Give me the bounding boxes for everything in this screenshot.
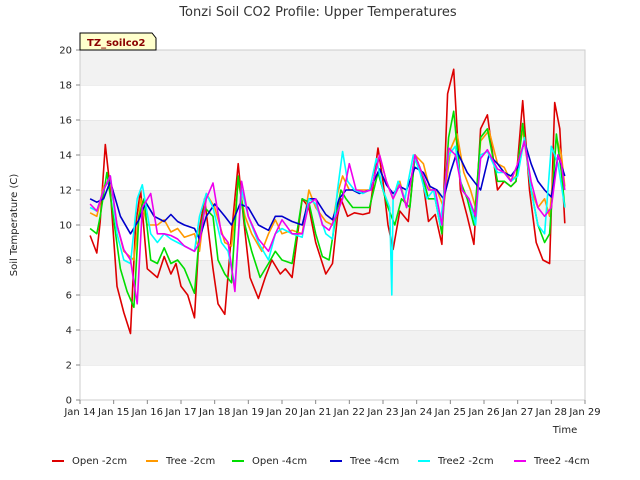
- x-tick-label: Jan 21: [299, 407, 331, 418]
- legend-label: Tree2 -2cm: [437, 456, 494, 467]
- grid-band: [80, 260, 585, 295]
- grid-band: [80, 365, 585, 400]
- y-axis: 0 2 4 6 8 10 12 14 16 18 20: [59, 46, 80, 407]
- y-tick-label: 0: [66, 396, 72, 407]
- x-tick-label: Jan 19: [232, 407, 264, 418]
- grid-band: [80, 295, 585, 330]
- y-tick-label: 10: [59, 221, 72, 232]
- x-tick-label: Jan 28: [535, 407, 567, 418]
- x-tick-label: Jan 20: [265, 407, 297, 418]
- y-tick-label: 6: [66, 291, 72, 302]
- legend-label: Tree2 -4cm: [533, 456, 590, 467]
- x-axis-title: Time: [552, 425, 577, 436]
- legend-label: Open -2cm: [72, 456, 127, 467]
- x-tick-label: Jan 27: [501, 407, 533, 418]
- series-line-open-2cm: [89, 68, 566, 335]
- legend-label: Tree -2cm: [165, 456, 215, 467]
- grid-band: [80, 50, 585, 85]
- y-tick-label: 18: [59, 81, 72, 92]
- y-tick-label: 12: [59, 186, 72, 197]
- x-axis: Jan 14 Jan 15 Jan 16 Jan 17 Jan 18 Jan 19 Jan …: [63, 400, 601, 418]
- dataset-badge: TZ_soilco2: [79, 32, 157, 51]
- x-tick-label: Jan 26: [467, 407, 499, 418]
- x-tick-label: Jan 29: [568, 407, 600, 418]
- legend-label: Open -4cm: [252, 456, 307, 467]
- dataset-badge-label: TZ_soilco2: [87, 38, 146, 49]
- x-tick-label: Jan 16: [131, 407, 163, 418]
- x-tick-label: Jan 18: [198, 407, 230, 418]
- grid-band: [80, 85, 585, 120]
- legend: Open -2cm Tree -2cm Open -4cm Tree -4cm Tree…: [52, 456, 590, 467]
- x-tick-label: Jan 23: [366, 407, 398, 418]
- x-tick-label: Jan 17: [164, 407, 196, 418]
- y-tick-label: 14: [59, 151, 72, 162]
- x-tick-label: Jan 14: [63, 407, 95, 418]
- y-tick-label: 20: [59, 46, 72, 57]
- x-tick-label: Jan 25: [434, 407, 466, 418]
- y-axis-title: Soil Temperature (C): [9, 174, 20, 277]
- y-tick-label: 8: [66, 256, 72, 267]
- y-tick-label: 16: [59, 116, 72, 127]
- grid-band: [80, 120, 585, 155]
- x-tick-label: Jan 24: [400, 407, 432, 418]
- grid-band: [80, 330, 585, 365]
- series-line-tree-2cm: [89, 128, 566, 261]
- legend-label: Tree -4cm: [349, 456, 399, 467]
- series-line-tree2-4cm: [89, 140, 566, 305]
- x-tick-label: Jan 22: [333, 407, 365, 418]
- series-line-tree-4cm: [89, 140, 566, 240]
- y-tick-label: 2: [66, 361, 72, 372]
- chart-title: Tonzi Soil CO2 Profile: Upper Temperatur…: [178, 5, 457, 20]
- x-tick-label: Jan 15: [97, 407, 129, 418]
- series-lines: [89, 68, 566, 335]
- y-tick-label: 4: [66, 326, 72, 337]
